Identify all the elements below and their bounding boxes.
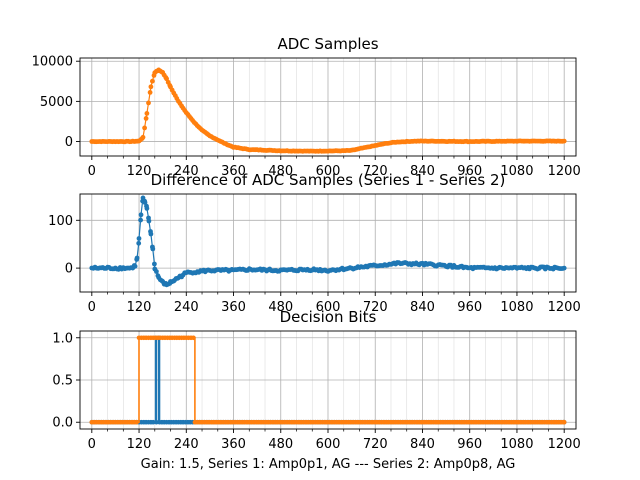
x-tick-label: 120	[127, 300, 152, 315]
x-tick-label: 0	[88, 300, 96, 315]
x-tick-label: 600	[316, 164, 341, 179]
x-tick-label: 360	[221, 300, 246, 315]
x-tick-label: 0	[88, 437, 96, 452]
data-point	[152, 261, 157, 267]
y-tick-label: 1.0	[52, 331, 73, 346]
x-tick-label: 1200	[548, 164, 581, 179]
x-tick-label: 840	[410, 164, 435, 179]
data-point	[150, 419, 156, 425]
data-point	[142, 200, 148, 205]
title-decision-bits: Decision Bits	[280, 308, 377, 326]
data-point	[148, 231, 154, 237]
data-point	[142, 125, 148, 131]
y-tick-label: 0.0	[52, 416, 73, 431]
title-adc-samples: ADC Samples	[277, 35, 378, 53]
data-point	[146, 218, 152, 224]
x-tick-label: 1200	[548, 300, 581, 315]
x-tick-label: 1080	[500, 437, 533, 452]
data-point	[191, 335, 196, 341]
data-point	[134, 419, 139, 425]
y-tick-label: 0	[65, 135, 73, 150]
x-tick-label: 840	[410, 437, 435, 452]
data-point	[138, 212, 144, 218]
x-tick-label: 480	[268, 164, 293, 179]
x-tick-label: 840	[410, 300, 435, 315]
y-tick-label: 0.5	[52, 374, 73, 389]
y-tick-label: 100	[48, 214, 73, 229]
data-point	[144, 206, 150, 211]
x-tick-label: 480	[268, 300, 293, 315]
data-point	[561, 419, 567, 425]
data-point	[136, 236, 142, 241]
data-point	[148, 84, 154, 90]
x-tick-label: 240	[174, 437, 199, 452]
x-tick-label: 720	[363, 164, 388, 179]
x-tick-label: 960	[457, 300, 482, 315]
data-point	[143, 116, 149, 121]
x-tick-label: 120	[127, 437, 152, 452]
x-tick-label: 720	[363, 300, 388, 315]
x-tick-label: 0	[88, 164, 96, 179]
x-tick-label: 1200	[548, 437, 581, 452]
x-tick-label: 720	[363, 437, 388, 452]
panel-adc-samples: 0 120 240 360 480 600 720 840 960 1080 1200 0 5000 10…	[32, 35, 581, 179]
x-tick-label: 240	[174, 300, 199, 315]
panel-difference: 0 120 240 360 480 600 720 840 960 1080 1200 0 100 Dif…	[48, 171, 581, 315]
data-point	[146, 100, 151, 106]
x-tick-label: 360	[221, 164, 246, 179]
panel-decision-bits: 0 120 240 360 480 600 720 840 960 1080 1200 0.0 0.5 1…	[52, 308, 580, 452]
data-point	[144, 111, 150, 116]
x-tick-label: 600	[316, 300, 341, 315]
data-point	[561, 138, 567, 144]
x-axis-label: Gain: 1.5, Series 1: Amp0p1, AG --- Seri…	[141, 457, 516, 472]
title-difference: Difference of ADC Samples (Series 1 - Se…	[151, 171, 506, 189]
data-point	[150, 246, 156, 252]
x-tick-label: 120	[127, 164, 152, 179]
data-point	[561, 265, 567, 271]
y-tick-label: 5000	[40, 95, 73, 110]
data-point	[140, 134, 146, 140]
x-tick-label: 1080	[500, 300, 533, 315]
data-point	[150, 78, 155, 84]
y-tick-label: 10000	[32, 55, 73, 70]
data-point	[134, 255, 140, 261]
x-tick-label: 360	[221, 437, 246, 452]
data-point	[138, 217, 144, 223]
y-tick-label: 0	[65, 262, 73, 277]
x-tick-label: 1080	[500, 164, 533, 179]
x-tick-label: 960	[457, 437, 482, 452]
x-tick-label: 240	[174, 164, 199, 179]
x-tick-label: 600	[316, 437, 341, 452]
x-tick-label: 960	[457, 164, 482, 179]
x-tick-label: 480	[268, 437, 293, 452]
data-point	[132, 263, 138, 269]
data-point	[136, 240, 142, 246]
data-point	[147, 90, 153, 95]
data-point	[154, 269, 159, 274]
